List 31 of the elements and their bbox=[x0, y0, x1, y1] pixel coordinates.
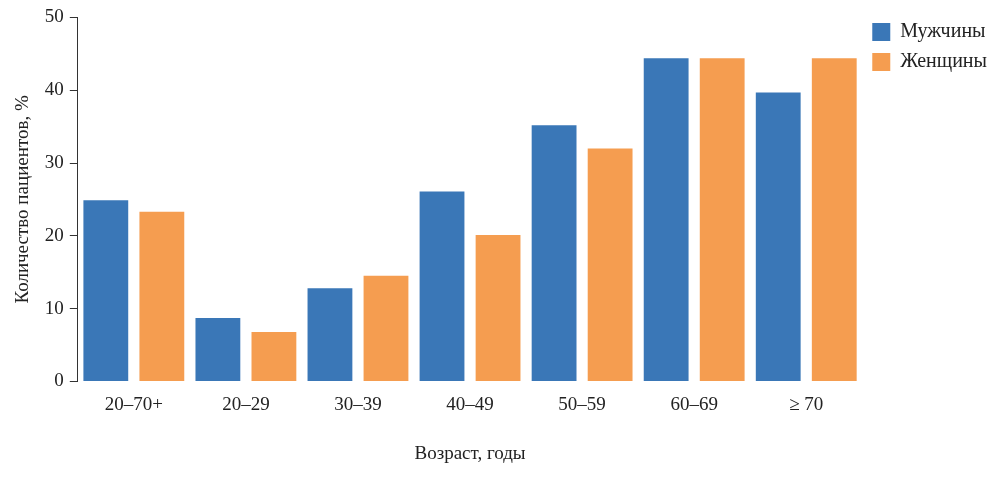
bar bbox=[811, 58, 857, 381]
y-tick-label: 10 bbox=[44, 296, 64, 318]
legend-label: Мужчины bbox=[900, 19, 986, 43]
bar bbox=[307, 288, 353, 381]
x-tick-label: 20–29 bbox=[222, 392, 270, 414]
bar bbox=[755, 92, 801, 381]
x-tick-label: 30–39 bbox=[334, 392, 382, 414]
x-tick-label: 20–70+ bbox=[104, 392, 163, 414]
y-tick-label: 40 bbox=[44, 78, 64, 100]
bar bbox=[587, 148, 633, 381]
y-axis-title: Количество пациентов, % bbox=[11, 95, 33, 304]
bar bbox=[363, 275, 409, 381]
bar bbox=[83, 200, 129, 381]
y-tick-label: 20 bbox=[44, 223, 64, 245]
y-tick-label: 0 bbox=[54, 369, 64, 391]
y-tick-label: 30 bbox=[44, 150, 64, 172]
bar bbox=[419, 191, 465, 381]
bar bbox=[643, 58, 689, 381]
bar bbox=[531, 125, 577, 381]
x-tick-label: 40–49 bbox=[446, 392, 494, 414]
y-tick-label: 50 bbox=[44, 5, 64, 27]
x-tick-label: 50–59 bbox=[558, 392, 606, 414]
bar bbox=[139, 211, 185, 381]
x-axis-title: Возраст, годы bbox=[414, 441, 526, 463]
bar bbox=[699, 58, 745, 381]
bar bbox=[251, 331, 297, 381]
bar bbox=[195, 318, 241, 381]
x-tick-label: ≥ 70 bbox=[789, 392, 824, 414]
x-tick-label: 60–69 bbox=[670, 392, 718, 414]
bar bbox=[475, 235, 521, 381]
legend-label: Женщины bbox=[900, 49, 988, 73]
